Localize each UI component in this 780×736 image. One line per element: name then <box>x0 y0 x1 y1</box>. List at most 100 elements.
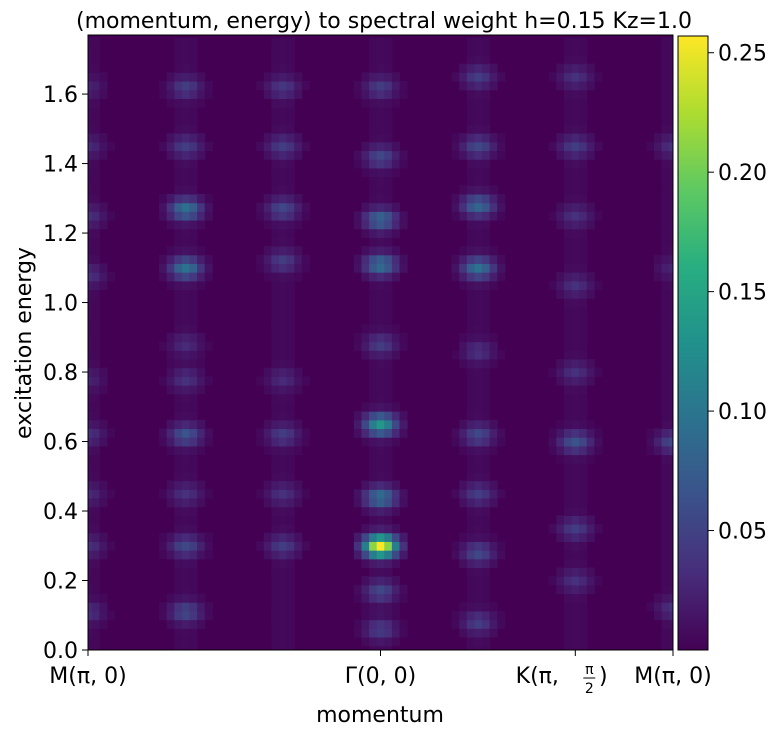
heat-cell <box>571 115 580 126</box>
heat-cell <box>369 124 378 134</box>
heat-cell <box>376 133 385 143</box>
heat-cell <box>594 72 603 82</box>
heat-cell <box>384 341 393 351</box>
heat-cell <box>481 159 491 169</box>
heat-cell <box>159 193 168 204</box>
heat-cell <box>579 185 588 195</box>
heat-cell <box>376 324 385 334</box>
heat-cell <box>99 602 108 612</box>
heat-cell <box>669 497 673 508</box>
heat-cell <box>481 636 491 647</box>
heat-cell <box>353 159 362 169</box>
heat-cell <box>669 610 673 621</box>
heat-cell <box>563 159 573 169</box>
heat-cell <box>174 133 183 143</box>
heat-cell <box>189 46 198 56</box>
heat-cell <box>451 428 460 438</box>
heat-cell <box>174 350 183 360</box>
heat-cell <box>181 72 190 82</box>
heat-cell <box>571 454 580 464</box>
heat-cell <box>361 636 370 647</box>
heat-cell <box>286 602 295 612</box>
heat-cell <box>661 193 670 204</box>
heat-cell <box>286 46 295 56</box>
heat-cell <box>263 150 272 160</box>
heat-cell <box>361 350 370 360</box>
heat-cell <box>88 141 93 152</box>
heat-cell <box>489 185 498 195</box>
heat-cell <box>451 610 460 621</box>
heat-cell <box>189 350 198 360</box>
heat-cell <box>481 480 491 490</box>
heat-cell <box>286 124 295 134</box>
heat-cell <box>189 63 198 73</box>
heat-cell <box>376 358 385 369</box>
heat-cell <box>88 202 93 212</box>
heat-cell <box>271 558 280 569</box>
heat-cell <box>466 411 475 421</box>
heat-cell <box>556 445 565 456</box>
heat-cell <box>586 437 595 447</box>
heat-cell <box>481 610 491 621</box>
heat-cell <box>661 523 670 534</box>
heat-cell <box>654 437 663 447</box>
heat-cell <box>654 445 663 456</box>
heat-cell <box>256 541 265 551</box>
heat-cell <box>88 54 93 65</box>
heat-cell <box>197 437 206 447</box>
heat-cell <box>481 367 491 377</box>
heat-cell <box>579 576 588 586</box>
heat-cell <box>256 211 265 221</box>
heat-cell <box>181 454 190 464</box>
heat-cell <box>481 532 491 542</box>
heat-cell <box>174 246 183 256</box>
heat-cell <box>391 341 400 351</box>
heat-cell <box>174 645 183 650</box>
heat-cell <box>376 593 385 603</box>
heat-cell <box>286 523 295 534</box>
heat-cell <box>563 315 573 325</box>
heat-cell <box>369 272 378 282</box>
heat-cell <box>579 124 588 134</box>
heat-cell <box>361 411 370 421</box>
heatmap-area <box>69 35 673 650</box>
heat-cell <box>91 454 100 464</box>
heat-cell <box>579 246 588 256</box>
heat-cell <box>77 463 85 472</box>
heat-cell <box>91 593 100 603</box>
heat-cell <box>556 211 565 221</box>
heat-cell <box>181 376 190 386</box>
heat-cell <box>286 584 295 595</box>
heat-cell <box>361 437 370 447</box>
heat-cell <box>286 263 295 273</box>
heat-cell <box>391 523 400 534</box>
heat-cell <box>481 280 491 291</box>
heat-cell <box>474 445 483 456</box>
heat-cell <box>174 298 183 308</box>
heat-cell <box>571 367 580 377</box>
heat-cell <box>181 393 190 403</box>
heat-cell <box>91 237 100 247</box>
heat-cell <box>474 636 483 647</box>
heat-cell <box>376 471 385 482</box>
heat-cell <box>579 636 588 647</box>
heat-cell <box>579 193 588 204</box>
heat-cell <box>88 263 93 273</box>
heat-cell <box>391 219 400 230</box>
heat-cell <box>669 133 673 143</box>
heat-cell <box>189 515 198 525</box>
heat-cell <box>661 63 670 73</box>
heat-cell <box>586 567 595 577</box>
heat-cell <box>279 576 288 586</box>
heat-cell <box>189 159 198 169</box>
heat-cell <box>481 385 491 395</box>
heat-cell <box>466 193 475 204</box>
heat-cell <box>69 385 77 394</box>
y-tick-label: 0.0 <box>43 639 78 664</box>
heat-cell <box>669 489 673 499</box>
heat-cell <box>174 141 183 152</box>
heat-cell <box>294 246 303 256</box>
heat-cell <box>279 437 288 447</box>
heat-cell <box>271 63 280 73</box>
heat-cell <box>294 133 303 143</box>
